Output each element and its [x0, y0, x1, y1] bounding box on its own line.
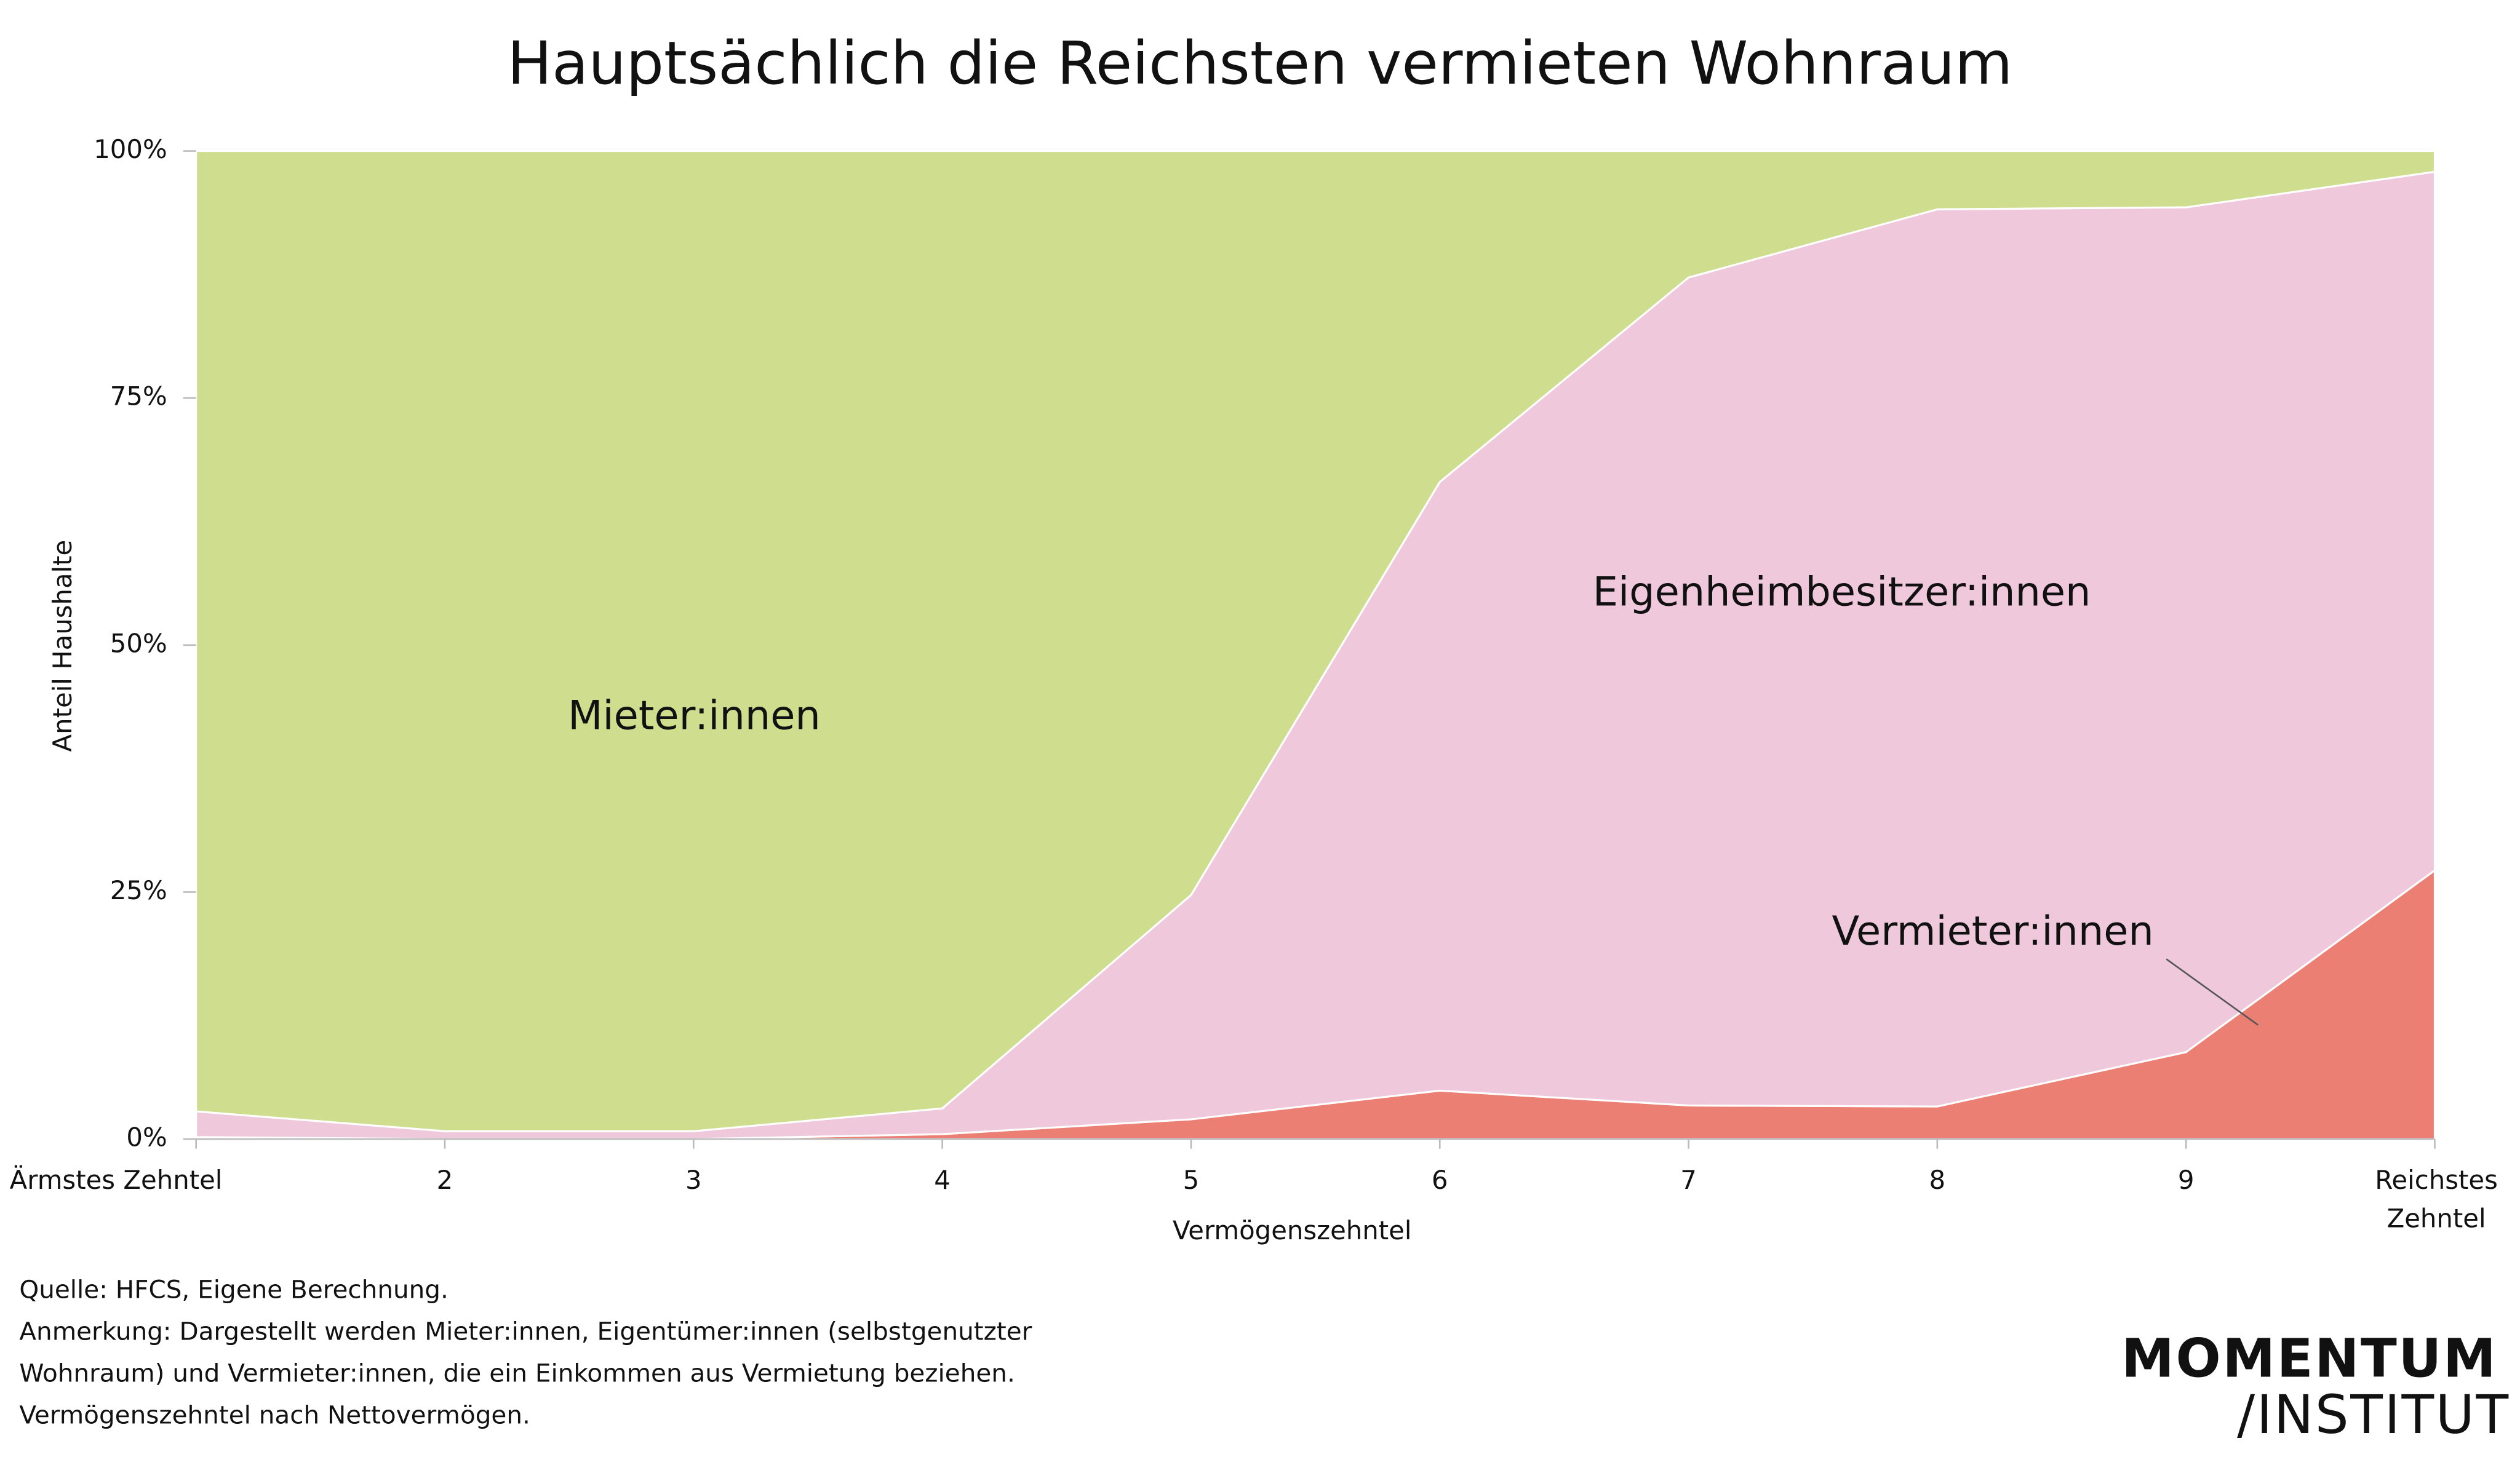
- x-tick-label: 9: [2177, 1164, 2195, 1196]
- y-tick-label: 50%: [110, 628, 167, 658]
- y-axis-label: Anteil Haushalte: [47, 540, 78, 752]
- x-tick-label: 2: [436, 1164, 453, 1196]
- footnote: Wohnraum) und Vermieter:innen, die ein E…: [19, 1359, 1015, 1388]
- x-tick-label: 5: [1182, 1164, 1200, 1196]
- x-tick-label: 7: [1680, 1164, 1697, 1196]
- series-label: Eigenheimbesitzer:innen: [1593, 569, 2091, 616]
- y-tick-label: 75%: [110, 381, 167, 411]
- chart-title: Hauptsächlich die Reichsten vermieten Wo…: [507, 28, 2012, 98]
- x-tick-label: Reichstes Zehntel: [2375, 1164, 2498, 1234]
- logo-bottom: /INSTITUT: [2237, 1384, 2510, 1446]
- footnote: Quelle: HFCS, Eigene Berechnung.: [19, 1276, 449, 1305]
- x-tick-label: 3: [685, 1164, 702, 1196]
- x-tick-label: 6: [1431, 1164, 1448, 1196]
- x-tick-label: 4: [934, 1164, 951, 1196]
- area: [195, 149, 2436, 1132]
- y-tick-label: 0%: [126, 1122, 167, 1153]
- x-axis-label: Vermögenszehntel: [1173, 1215, 1412, 1245]
- logo-top: MOMENTUM: [2121, 1328, 2497, 1390]
- series-label: Mieter:innen: [568, 693, 821, 739]
- x-tick-label: 8: [1929, 1164, 1946, 1196]
- footnote: Vermögenszehntel nach Nettovermögen.: [19, 1400, 530, 1430]
- series-label: Vermieter:innen: [1832, 908, 2153, 955]
- plot-area: [195, 149, 2436, 1140]
- y-tick-label: 100%: [94, 134, 167, 164]
- y-tick-label: 25%: [110, 875, 167, 905]
- annotation-arrow: [2166, 958, 2259, 1026]
- x-tick-label: Ärmstes Zehntel: [9, 1164, 223, 1196]
- footnote: Anmerkung: Dargestellt werden Mieter:inn…: [19, 1317, 1032, 1347]
